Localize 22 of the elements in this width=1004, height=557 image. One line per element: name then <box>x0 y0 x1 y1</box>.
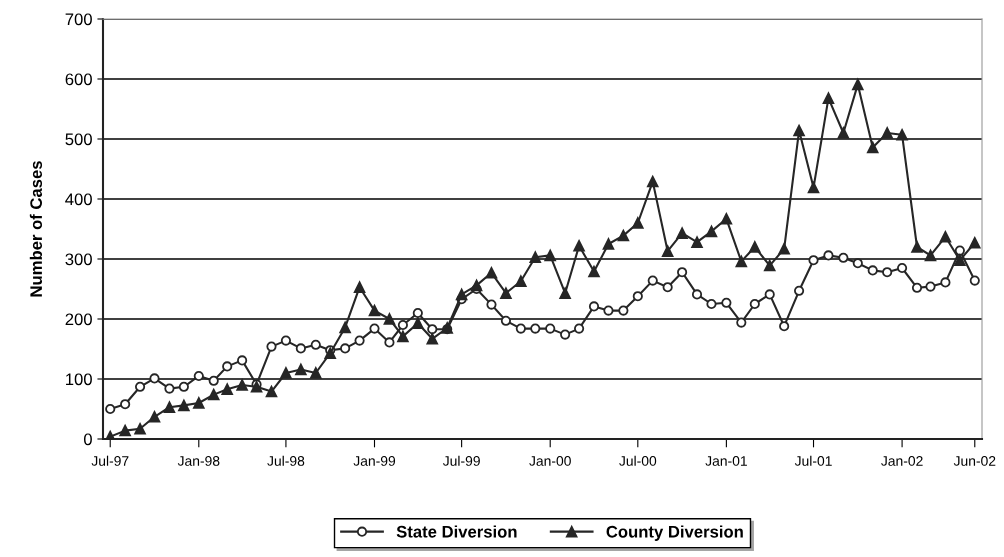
legend-label: State Diversion <box>396 525 517 538</box>
y-tick-label: 500 <box>65 133 92 146</box>
y-tick-label: 600 <box>65 73 92 86</box>
y-tick-label: 300 <box>65 253 92 266</box>
x-tick-label: Jul-99 <box>442 455 480 466</box>
x-tick-label: Jul-00 <box>619 455 657 466</box>
x-tick-label: Jan-02 <box>881 456 923 466</box>
y-tick-label: 400 <box>65 193 92 206</box>
legend-label: County Diversion <box>606 525 743 541</box>
x-tick-label: Jan-99 <box>353 456 396 466</box>
x-tick-label: Jul-98 <box>267 455 305 466</box>
x-tick-label: Jun-02 <box>953 456 996 466</box>
y-tick-label: 100 <box>66 373 92 386</box>
x-tick-label: Jul-01 <box>794 455 832 466</box>
y-axis-title: Number of Cases <box>29 161 43 297</box>
x-tick-label: Jan-98 <box>177 456 220 466</box>
y-tick-label: 700 <box>65 13 92 26</box>
y-tick-label: 0 <box>83 433 92 446</box>
x-tick-label: Jan-00 <box>529 456 571 466</box>
x-tick-label: Jul-97 <box>91 455 129 466</box>
x-tick-label: Jan-01 <box>705 456 747 466</box>
y-tick-label: 200 <box>65 313 92 326</box>
